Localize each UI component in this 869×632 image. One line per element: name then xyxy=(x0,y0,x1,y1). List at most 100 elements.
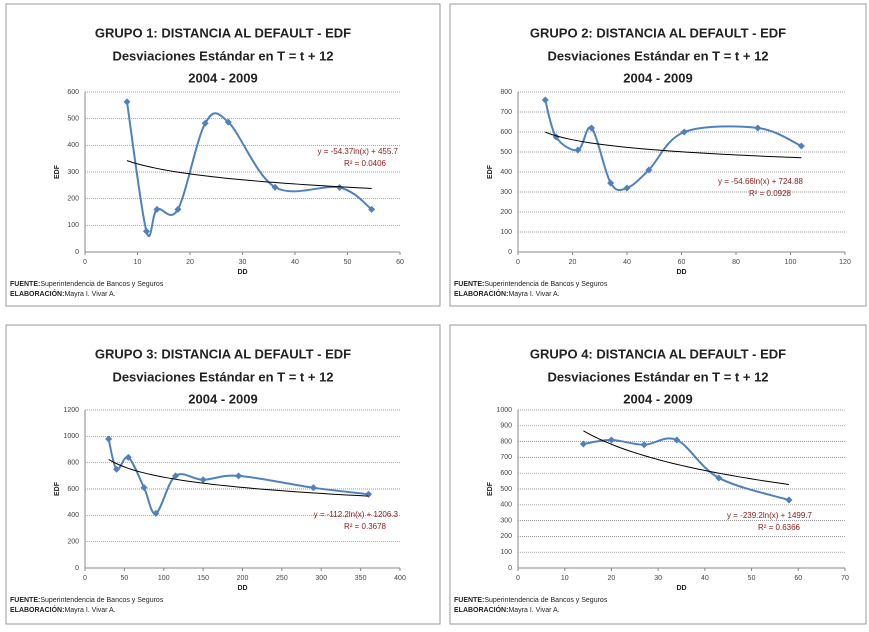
x-tick-label: 10 xyxy=(134,259,142,266)
y-tick-label: 300 xyxy=(500,517,512,524)
x-tick-label: 10 xyxy=(561,575,569,582)
data-point xyxy=(368,205,376,213)
chart-subtitle: Desviaciones Estándar en T = t + 12 xyxy=(112,48,333,63)
chart-period: 2004 - 2009 xyxy=(623,70,692,85)
data-point xyxy=(715,474,723,482)
data-point xyxy=(201,119,209,127)
y-tick-label: 500 xyxy=(67,116,79,123)
x-tick-label: 150 xyxy=(197,575,209,582)
source-text: Superintendencia de Bancos y Seguros xyxy=(484,281,607,288)
trend-r2: R² = 0.0928 xyxy=(749,189,792,198)
data-point xyxy=(142,227,150,235)
author-text: Mayra I. Vivar A. xyxy=(508,607,559,614)
x-tick-label: 80 xyxy=(732,259,740,266)
y-tick-label: 700 xyxy=(500,109,512,116)
trend-r2: R² = 0.6366 xyxy=(758,523,801,532)
x-tick-label: 0 xyxy=(83,575,87,582)
chart-period: 2004 - 2009 xyxy=(188,391,257,406)
source-note: FUENTE:Superintendencia de Bancos y Segu… xyxy=(10,281,164,288)
data-point xyxy=(607,179,615,187)
y-tick-label: 100 xyxy=(500,549,512,556)
author-label: ELABORACIÓN: xyxy=(10,605,64,614)
y-tick-label: 0 xyxy=(75,565,79,572)
source-note: FUENTE:Superintendencia de Bancos y Segu… xyxy=(10,597,164,604)
x-tick-label: 40 xyxy=(623,259,631,266)
x-tick-label: 350 xyxy=(355,575,367,582)
author-note: ELABORACIÓN:Mayra I. Vivar A. xyxy=(454,605,560,614)
panel-frame xyxy=(449,3,867,307)
data-point xyxy=(797,142,805,150)
data-point xyxy=(172,472,180,480)
chart-subtitle: Desviaciones Estándar en T = t + 12 xyxy=(112,369,333,384)
x-tick-label: 30 xyxy=(654,575,662,582)
y-tick-label: 1000 xyxy=(63,433,79,440)
source-note: FUENTE:Superintendencia de Bancos y Segu… xyxy=(454,281,608,288)
x-axis-label: DD xyxy=(237,585,247,592)
source-text: Superintendencia de Bancos y Seguros xyxy=(40,597,163,604)
x-tick-label: 60 xyxy=(678,259,686,266)
source-text: Superintendencia de Bancos y Seguros xyxy=(40,281,163,288)
y-tick-label: 0 xyxy=(508,249,512,256)
data-point xyxy=(588,124,596,132)
data-point xyxy=(607,436,615,444)
chart-title: GRUPO 4: DISTANCIA AL DEFAULT - EDF xyxy=(530,346,786,361)
y-tick-label: 200 xyxy=(500,209,512,216)
chart-panel: GRUPO 2: DISTANCIA AL DEFAULT - EDF Desvi… xyxy=(449,3,867,307)
x-tick-label: 200 xyxy=(237,575,249,582)
y-tick-label: 600 xyxy=(500,129,512,136)
data-line xyxy=(544,99,802,192)
data-point xyxy=(105,435,113,443)
data-point xyxy=(673,436,681,444)
data-point xyxy=(785,496,793,504)
x-tick-label: 100 xyxy=(785,259,797,266)
x-tick-label: 50 xyxy=(748,575,756,582)
data-point xyxy=(309,484,317,492)
author-label: ELABORACIÓN: xyxy=(454,605,508,614)
panel-frame xyxy=(5,3,441,307)
data-point xyxy=(754,124,762,132)
author-text: Mayra I. Vivar A. xyxy=(508,291,559,298)
trendline xyxy=(583,430,790,486)
chart-period: 2004 - 2009 xyxy=(623,391,692,406)
chart-subtitle: Desviaciones Estándar en T = t + 12 xyxy=(547,369,768,384)
data-point xyxy=(645,166,653,174)
x-tick-label: 0 xyxy=(516,575,520,582)
trend-equation: y = -54.37ln(x) + 455.7 xyxy=(318,147,399,156)
x-tick-label: 70 xyxy=(841,575,849,582)
source-text: Superintendencia de Bancos y Seguros xyxy=(484,597,607,604)
trend-equation: y = -112.2ln(x) + 1206.3 xyxy=(314,510,399,519)
y-tick-label: 0 xyxy=(508,565,512,572)
y-tick-label: 400 xyxy=(500,169,512,176)
x-tick-label: 300 xyxy=(315,575,327,582)
data-point xyxy=(113,465,120,473)
author-label: ELABORACIÓN: xyxy=(454,289,508,298)
x-tick-label: 40 xyxy=(291,259,299,266)
x-tick-label: 30 xyxy=(239,259,247,266)
y-tick-label: 800 xyxy=(500,438,512,445)
y-tick-label: 600 xyxy=(67,89,79,96)
panel-frame xyxy=(449,324,867,625)
y-tick-label: 0 xyxy=(75,249,79,256)
source-label: FUENTE: xyxy=(10,281,40,288)
y-tick-label: 1200 xyxy=(63,407,79,414)
x-tick-label: 60 xyxy=(396,259,404,266)
author-note: ELABORACIÓN:Mayra I. Vivar A. xyxy=(454,289,560,298)
data-point xyxy=(640,441,648,449)
x-tick-label: 400 xyxy=(394,575,406,582)
chart-period: 2004 - 2009 xyxy=(188,70,257,85)
y-tick-label: 700 xyxy=(500,454,512,461)
x-tick-label: 50 xyxy=(120,575,128,582)
data-point xyxy=(235,472,243,480)
y-tick-label: 200 xyxy=(67,196,79,203)
data-point xyxy=(541,96,549,104)
source-note: FUENTE:Superintendencia de Bancos y Segu… xyxy=(454,597,608,604)
y-tick-label: 800 xyxy=(67,460,79,467)
x-axis-label: DD xyxy=(237,269,247,276)
trendline xyxy=(126,160,372,189)
x-tick-label: 20 xyxy=(608,575,616,582)
x-tick-label: 120 xyxy=(839,259,851,266)
x-tick-label: 0 xyxy=(516,259,520,266)
x-tick-label: 40 xyxy=(701,575,709,582)
y-tick-label: 400 xyxy=(67,142,79,149)
y-tick-label: 1000 xyxy=(496,407,512,414)
